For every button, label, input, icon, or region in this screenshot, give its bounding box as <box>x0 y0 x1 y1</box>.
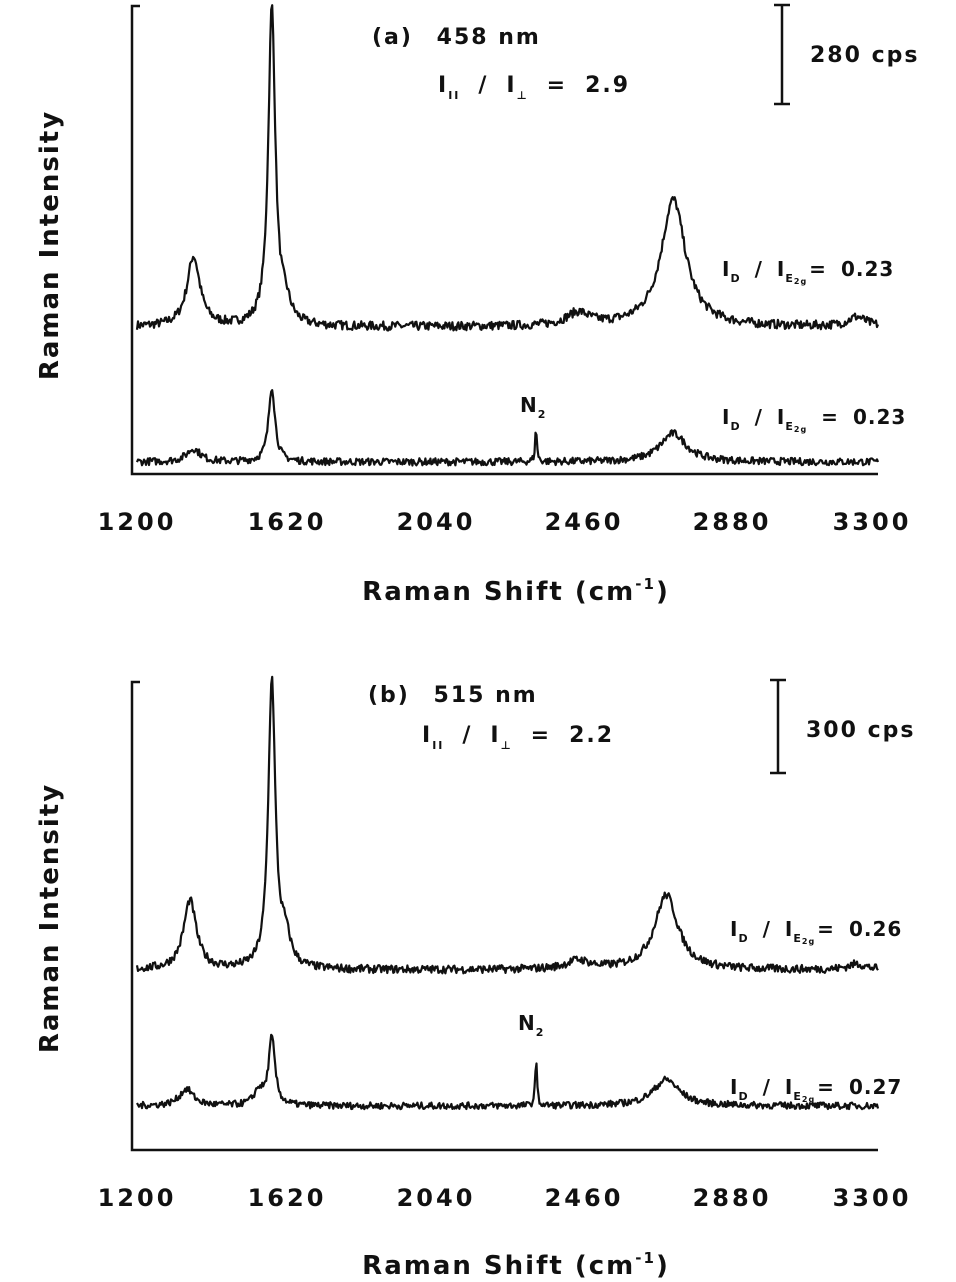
panel-a-wavelength: 458 nm <box>437 25 541 50</box>
panel-b: Raman Intensity (b) 515 nm III / I⊥ = 2.2 30… <box>35 675 915 1281</box>
panel-b-ylabel: Raman Intensity <box>35 783 65 1053</box>
panel-a-pol-lhs: I <box>438 73 448 98</box>
panel-a-pol-sep: / <box>478 73 488 98</box>
panel-b-xlabel: Raman Shift (cm-1) <box>362 1249 670 1281</box>
panel-a-xtick: 3300 <box>833 508 912 536</box>
panel-b-scale-bar <box>770 678 786 775</box>
panel-a: Raman Intensity (a) 458 nm III / I⊥ = 2.9 28… <box>35 3 919 607</box>
panel-a-pol-lhs-sub: II <box>448 89 460 102</box>
panel-b-xtick: 2040 <box>397 1184 476 1212</box>
panel-a-pol-rhs-sub: ⊥ <box>517 89 529 102</box>
panel-b-xtick: 1620 <box>248 1184 327 1212</box>
panel-a-pol-value: 2.9 <box>585 73 630 98</box>
panel-a-trace-upper <box>135 4 880 332</box>
panel-a-xtick: 1620 <box>248 508 327 536</box>
panel-b-n2-label: N2 <box>518 1011 544 1039</box>
panel-b-scale-label: 300 cps <box>806 718 915 743</box>
panel-a-xtick: 2040 <box>397 508 476 536</box>
panel-a-label: (a) <box>372 25 413 50</box>
panel-a-xtick: 2880 <box>693 508 772 536</box>
panel-b-trace-upper <box>135 675 879 975</box>
panel-a-pol-rhs: I <box>506 73 516 98</box>
panel-b-trace-lower <box>136 1033 880 1111</box>
panel-b-axes <box>130 680 878 1152</box>
panel-a-title: (a) 458 nm <box>372 25 541 50</box>
panel-b-wavelength: 515 nm <box>434 683 538 708</box>
panel-a-xtick: 2460 <box>545 508 624 536</box>
panel-a-scale-label: 280 cps <box>810 43 919 68</box>
panel-a-pol-eq: = <box>547 73 567 98</box>
panel-b-pol-ratio: III / I⊥ = 2.2 <box>422 723 614 752</box>
panel-b-label: (b) <box>368 683 410 708</box>
panel-b-xtick: 2880 <box>693 1184 772 1212</box>
panel-b-xticks: 1200 1620 2040 2460 2880 3300 <box>98 1184 912 1212</box>
panel-a-trace-lower <box>135 389 880 467</box>
panel-a-xtick: 1200 <box>98 508 177 536</box>
panel-a-upper-ratio: ID / IE2g= 0.23 <box>722 257 894 286</box>
panel-a-ylabel: Raman Intensity <box>35 110 65 380</box>
panel-b-xtick: 1200 <box>98 1184 177 1212</box>
panel-a-n2-label: N2 <box>520 393 546 421</box>
panel-a-axes <box>130 4 878 476</box>
panel-b-xtick: 3300 <box>833 1184 912 1212</box>
panel-a-xlabel: Raman Shift (cm-1) <box>362 575 670 607</box>
panel-a-scale-bar <box>774 3 790 106</box>
panel-b-upper-ratio: ID / IE2g= 0.26 <box>730 917 902 946</box>
panel-b-lower-ratio: ID / IE2g= 0.27 <box>730 1075 902 1104</box>
panel-a-xticks: 1200 1620 2040 2460 2880 3300 <box>98 508 912 536</box>
panel-b-title: (b) 515 nm <box>368 683 538 708</box>
panel-b-xtick: 2460 <box>545 1184 624 1212</box>
panel-a-lower-ratio: ID / IE2g= 0.23 <box>722 405 906 434</box>
panel-a-pol-ratio: III / I⊥ = 2.9 <box>438 73 630 102</box>
